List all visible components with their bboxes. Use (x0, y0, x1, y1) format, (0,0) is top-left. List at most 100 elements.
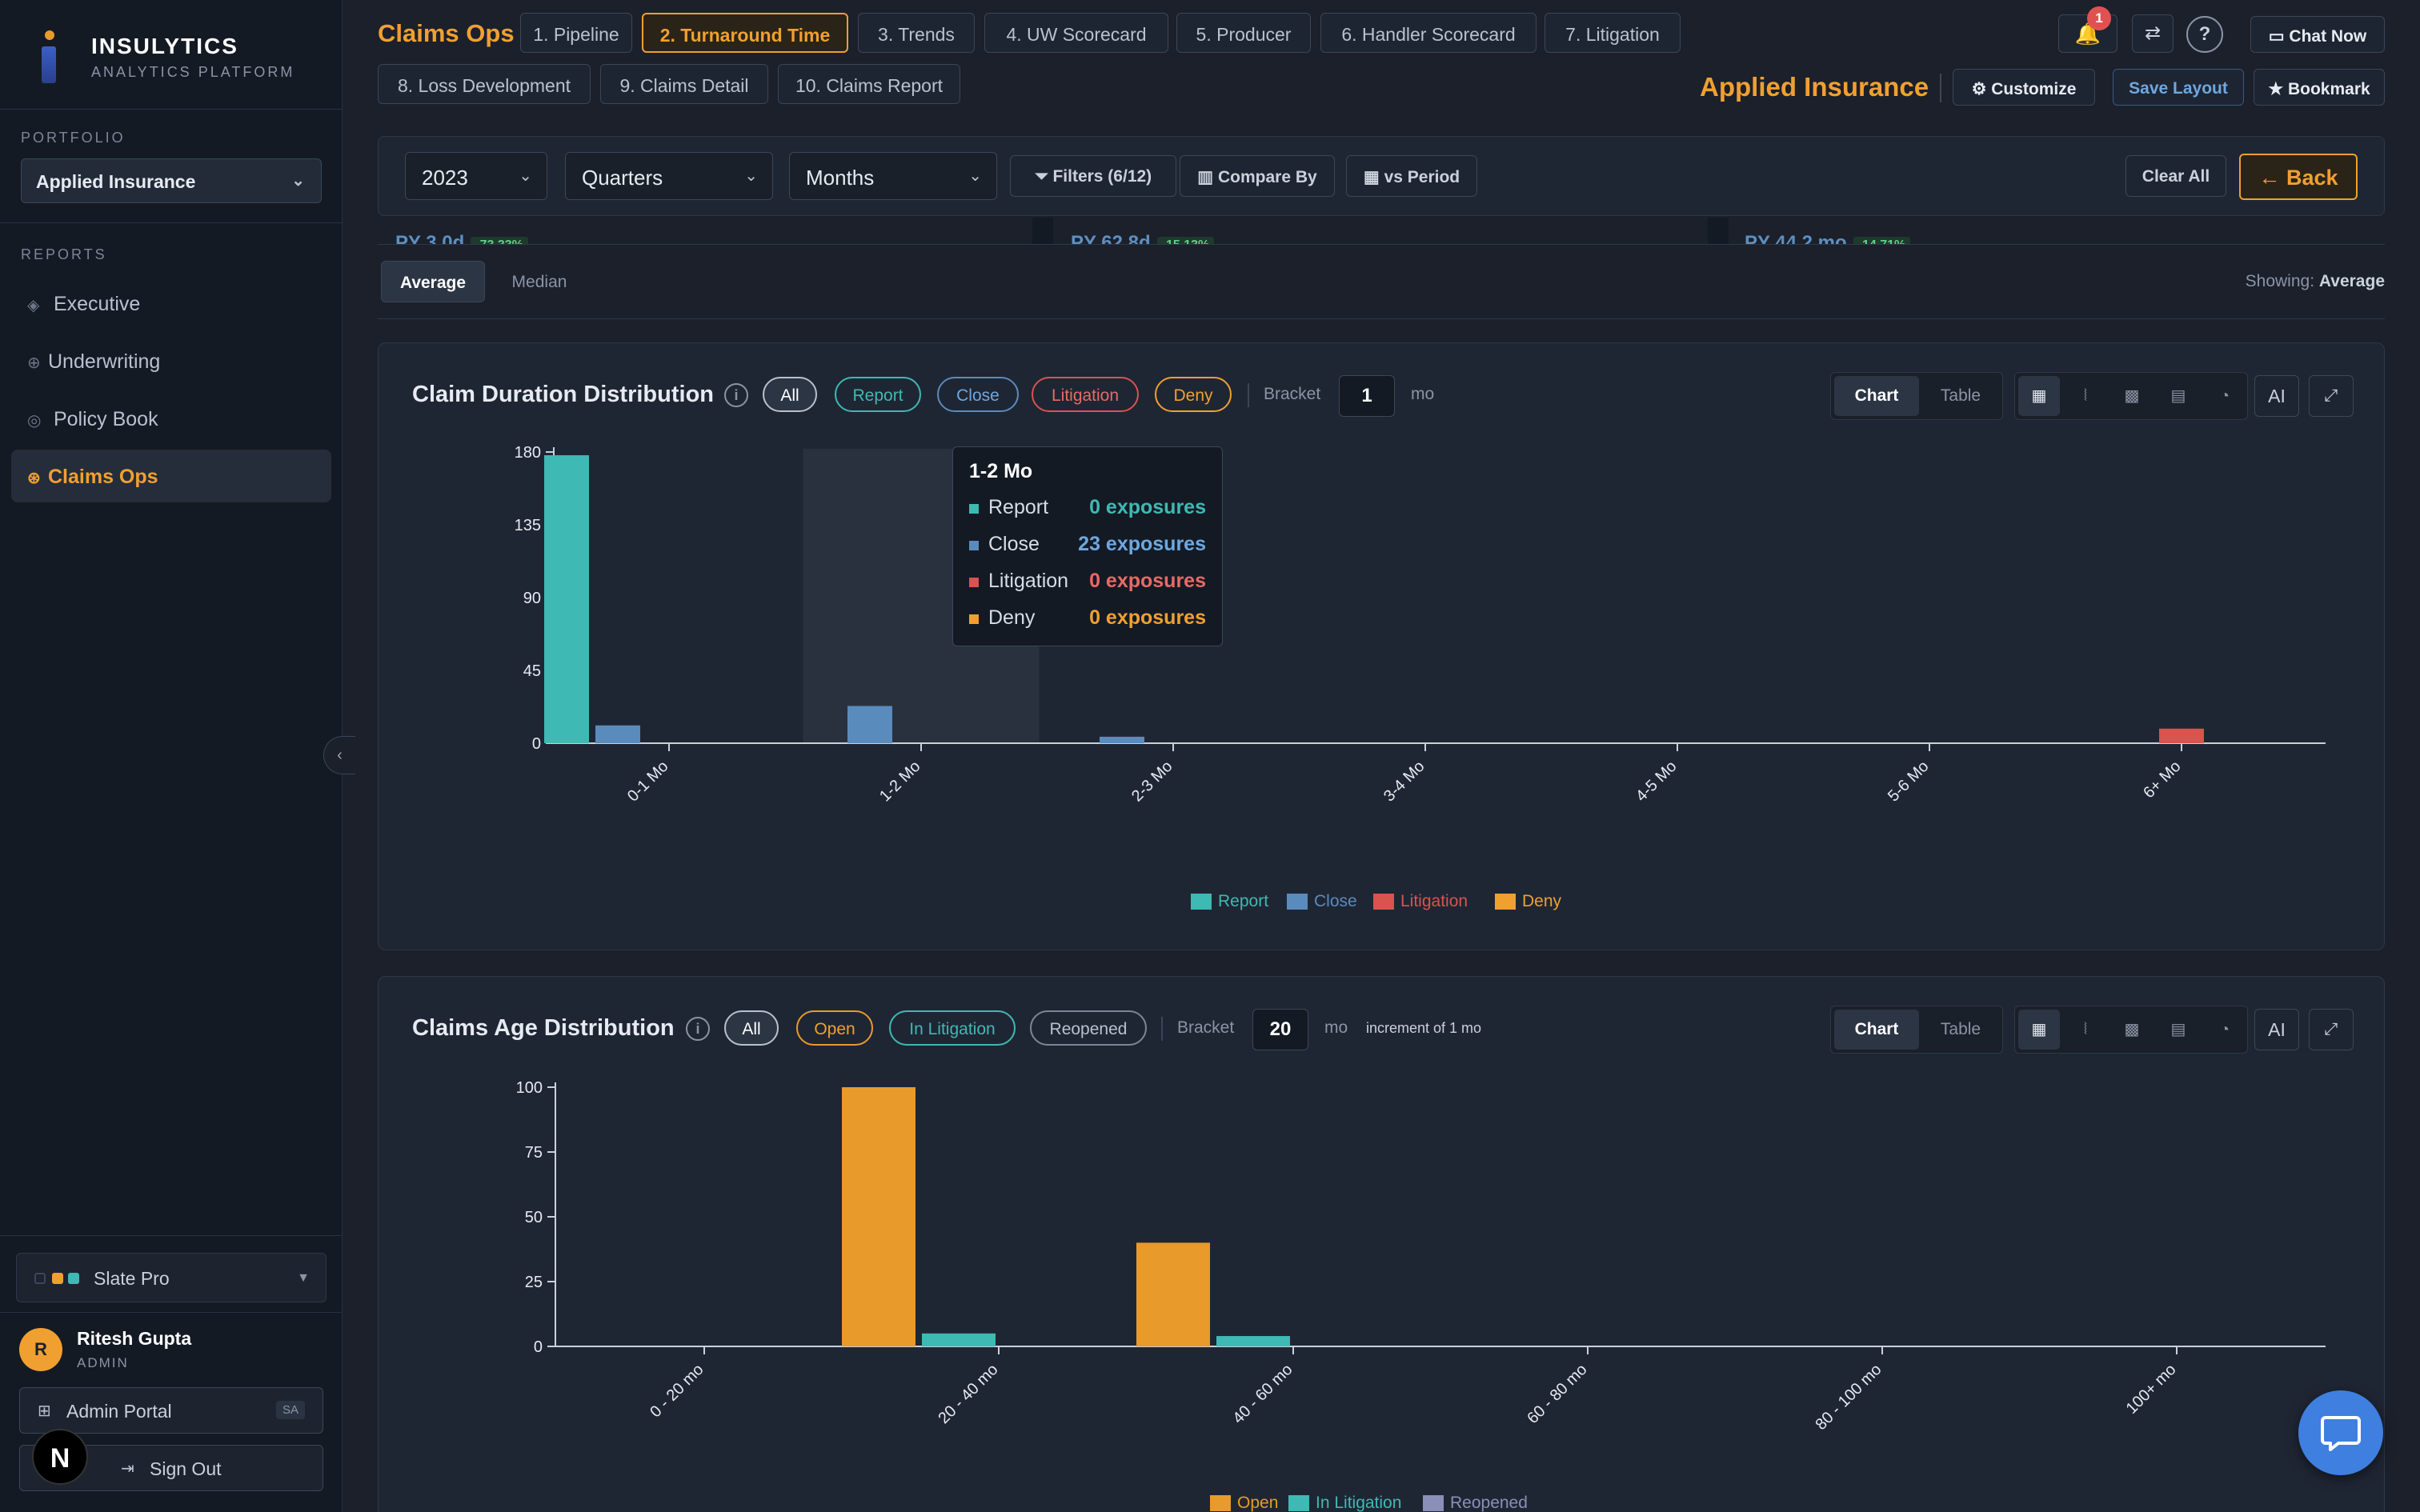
bar-chart-icon: ▥ (1197, 168, 1218, 186)
filter-pill-deny[interactable]: Deny (1155, 377, 1232, 412)
line-chart-icon[interactable]: ⦚ (2083, 1021, 2088, 1038)
sidebar: INSULYTICS ANALYTICS PLATFORM PORTFOLIO … (0, 0, 343, 1512)
tab-trends[interactable]: 3. Trends (858, 13, 975, 53)
filter-pill-litigation[interactable]: Litigation (1032, 377, 1139, 412)
funnel-icon: ⏷ (1034, 167, 1053, 186)
n-badge-icon[interactable]: N (32, 1429, 88, 1485)
tooltip-title: 1-2 Mo (969, 460, 1033, 482)
bar-chart-icon[interactable]: ▦ (2018, 1010, 2060, 1050)
tooltip-row-name: Close (988, 533, 1040, 555)
period-value: Quarters (582, 166, 663, 190)
calendar-icon: ▦ (1363, 168, 1384, 186)
area-chart-icon[interactable]: ▩ (2124, 1021, 2140, 1038)
sidebar-item-underwriting[interactable]: ⊕ Underwriting (11, 334, 331, 387)
page-title: Claims Ops (378, 19, 515, 47)
area-chart-icon[interactable]: ▩ (2124, 387, 2140, 405)
chart-button[interactable]: Chart (1834, 376, 1919, 416)
chart-table-toggle: Chart Table (1830, 372, 2003, 420)
tab-claims-report[interactable]: 10. Claims Report (778, 64, 960, 104)
bracket-input[interactable]: 20 (1252, 1009, 1308, 1050)
tooltip-row: Deny 0 exposures (969, 605, 1206, 642)
line-chart-icon[interactable]: ⦚ (2083, 387, 2088, 405)
chat-fab-button[interactable] (2298, 1390, 2383, 1475)
chat-now-label: Chat Now (2289, 27, 2367, 46)
tab-turnaround-time[interactable]: 2. Turnaround Time (642, 13, 848, 53)
average-toggle[interactable]: Average (381, 261, 485, 302)
info-icon[interactable]: i (686, 1017, 710, 1041)
stacked-chart-icon[interactable]: ▤ (2170, 387, 2186, 405)
swatch-icon (34, 1273, 46, 1284)
tab-producer[interactable]: 5. Producer (1176, 13, 1311, 53)
sidebar-item-claims-ops[interactable]: ⊛ Claims Ops (11, 450, 331, 502)
stacked-chart-icon[interactable]: ▤ (2170, 1021, 2186, 1038)
year-select[interactable]: 2023 ⌄ (405, 152, 547, 200)
admin-portal-label: Admin Portal (66, 1401, 172, 1422)
tooltip-row: Close 23 exposures (969, 531, 1206, 568)
vs-period-button[interactable]: ▦ vs Period (1346, 155, 1477, 197)
customize-button[interactable]: ⚙ Customize (1953, 69, 2095, 106)
tooltip-row: Report 0 exposures (969, 494, 1206, 531)
tooltip-row-value: 0 exposures (1089, 570, 1206, 592)
kpi-py-value: PY 44.2 mo -14.71% (1745, 232, 1911, 244)
sidebar-item-executive[interactable]: ◈ Executive (11, 277, 331, 330)
help-button[interactable]: ? (2186, 16, 2223, 53)
tooltip-row-name: Report (988, 496, 1049, 518)
filter-pill-all[interactable]: All (724, 1010, 779, 1046)
showing-value: Average (2318, 272, 2385, 290)
bookmark-button[interactable]: ★ Bookmark (2254, 69, 2385, 106)
filter-pill-report[interactable]: Report (835, 377, 921, 412)
filter-pill-in-litigation[interactable]: In Litigation (889, 1010, 1016, 1046)
tab-pipeline[interactable]: 1. Pipeline (520, 13, 632, 53)
sidebar-item-policy-book[interactable]: ◎ Policy Book (11, 392, 331, 445)
admin-portal-button[interactable]: ⊞ Admin Portal SA (19, 1387, 323, 1434)
bracket-label: Bracket (1177, 1018, 1235, 1037)
portfolio-value: Applied Insurance (36, 171, 196, 192)
chevron-down-icon: ⌄ (968, 167, 982, 185)
swap-icon: ⇄ (2144, 22, 2162, 44)
period-select[interactable]: Quarters ⌄ (565, 152, 773, 200)
filters-button[interactable]: ⏷ Filters (6/12) (1010, 155, 1176, 197)
bracket-input[interactable]: 1 (1339, 375, 1395, 417)
chart-button[interactable]: Chart (1834, 1010, 1919, 1050)
chat-now-button[interactable]: ▭ Chat Now (2250, 16, 2385, 53)
granularity-select[interactable]: Months ⌄ (789, 152, 997, 200)
theme-select[interactable]: Slate Pro ▼ (16, 1253, 327, 1302)
back-button[interactable]: ← Back (2239, 154, 2358, 200)
info-icon[interactable]: i (724, 383, 748, 407)
chevron-down-icon: ⌄ (744, 167, 758, 185)
gear-icon: ⊛ (27, 470, 41, 487)
tab-loss-development[interactable]: 8. Loss Development (378, 64, 591, 104)
swap-button[interactable]: ⇄ (2132, 14, 2174, 53)
compare-by-button[interactable]: ▥ Compare By (1180, 155, 1335, 197)
tab-claims-detail[interactable]: 9. Claims Detail (600, 64, 768, 104)
star-icon: ★ (2268, 80, 2288, 98)
caret-down-icon: ▼ (297, 1271, 310, 1285)
collapse-sidebar-button[interactable]: ‹ (323, 736, 355, 774)
expand-icon[interactable]: ⤢ (2309, 1009, 2354, 1050)
tab-uw-scorecard[interactable]: 4. UW Scorecard (984, 13, 1168, 53)
tab-handler-scorecard[interactable]: 6. Handler Scorecard (1320, 13, 1537, 53)
reports-label: REPORTS (21, 246, 107, 262)
pie-chart-icon[interactable]: ◔ (2219, 387, 2230, 405)
portfolio-select[interactable]: Applied Insurance ⌄ (21, 158, 322, 203)
filter-pill-open[interactable]: Open (796, 1010, 873, 1046)
help-icon: ? (2198, 23, 2211, 45)
pie-chart-icon[interactable]: ◔ (2219, 1021, 2230, 1038)
filter-pill-all[interactable]: All (763, 377, 817, 412)
ai-button[interactable]: AI (2254, 1009, 2299, 1050)
diamond-icon: ◈ (27, 297, 40, 314)
table-button[interactable]: Table (1940, 386, 1981, 405)
save-layout-button[interactable]: Save Layout (2113, 69, 2244, 106)
tab-litigation[interactable]: 7. Litigation (1545, 13, 1681, 53)
expand-icon[interactable]: ⤢ (2309, 375, 2354, 417)
swatch-icon (68, 1273, 79, 1284)
table-button[interactable]: Table (1940, 1020, 1981, 1038)
clear-all-button[interactable]: Clear All (2126, 155, 2226, 197)
filter-pill-close[interactable]: Close (937, 377, 1019, 412)
filter-pill-reopened[interactable]: Reopened (1030, 1010, 1147, 1046)
median-toggle[interactable]: Median (511, 273, 567, 291)
ai-button[interactable]: AI (2254, 375, 2299, 417)
sidebar-item-label: Underwriting (48, 350, 161, 373)
bracket-label: Bracket (1264, 385, 1321, 403)
bar-chart-icon[interactable]: ▦ (2018, 376, 2060, 416)
